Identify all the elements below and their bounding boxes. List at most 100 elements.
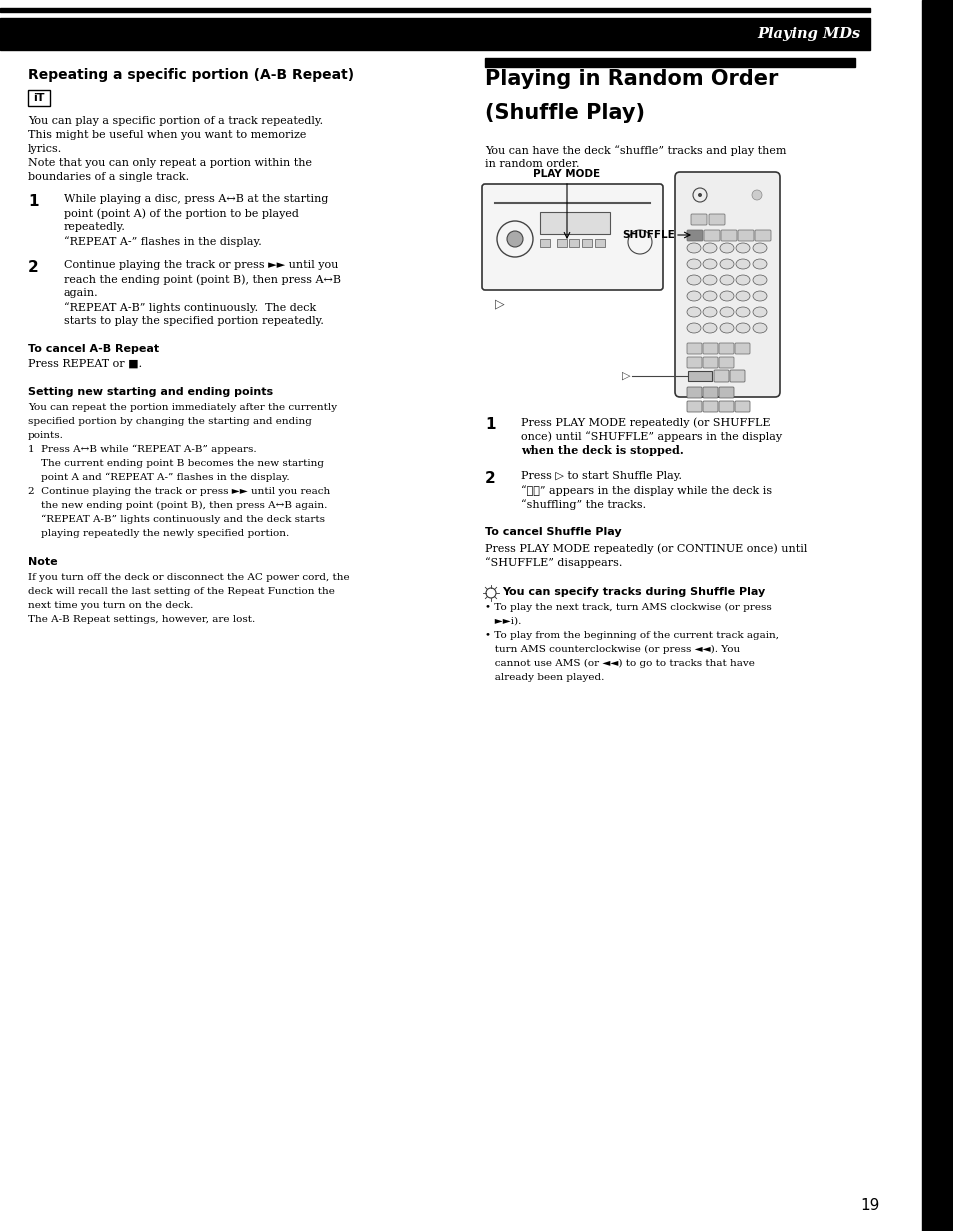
Text: The current ending point B becomes the new starting: The current ending point B becomes the n…: [28, 459, 324, 468]
Text: You can have the deck “shuffle” tracks and play them: You can have the deck “shuffle” tracks a…: [484, 145, 785, 156]
FancyBboxPatch shape: [28, 90, 50, 106]
Ellipse shape: [720, 291, 733, 302]
Text: ►►i).: ►►i).: [484, 617, 521, 627]
Ellipse shape: [702, 307, 717, 318]
FancyBboxPatch shape: [754, 230, 770, 241]
Ellipse shape: [702, 323, 717, 334]
Text: This might be useful when you want to memorize: This might be useful when you want to me…: [28, 130, 306, 140]
Text: Playing in Random Order: Playing in Random Order: [484, 69, 778, 89]
Text: If you turn off the deck or disconnect the AC power cord, the: If you turn off the deck or disconnect t…: [28, 572, 349, 582]
Ellipse shape: [752, 243, 766, 254]
Bar: [557, 239, 566, 247]
Bar: [595, 239, 604, 247]
Ellipse shape: [720, 275, 733, 286]
Bar: [539, 239, 550, 247]
Bar: [539, 212, 609, 234]
Text: Note that you can only repeat a portion within the: Note that you can only repeat a portion …: [28, 158, 312, 167]
Text: Continue playing the track or press ►► until you: Continue playing the track or press ►► u…: [64, 260, 338, 270]
Text: “SHUFFLE” disappears.: “SHUFFLE” disappears.: [484, 556, 621, 567]
Text: 2: 2: [484, 471, 496, 486]
Text: lyrics.: lyrics.: [28, 144, 62, 154]
Text: Note: Note: [28, 556, 57, 567]
Text: boundaries of a single track.: boundaries of a single track.: [28, 172, 189, 182]
FancyBboxPatch shape: [720, 230, 737, 241]
Ellipse shape: [686, 259, 700, 270]
FancyBboxPatch shape: [734, 343, 749, 355]
Ellipse shape: [735, 243, 749, 254]
FancyBboxPatch shape: [738, 230, 753, 241]
FancyBboxPatch shape: [719, 343, 733, 355]
Text: 1: 1: [484, 417, 495, 432]
FancyBboxPatch shape: [719, 401, 733, 412]
FancyBboxPatch shape: [702, 357, 718, 368]
Text: The A-B Repeat settings, however, are lost.: The A-B Repeat settings, however, are lo…: [28, 616, 255, 624]
Ellipse shape: [752, 323, 766, 334]
Text: specified portion by changing the starting and ending: specified portion by changing the starti…: [28, 417, 312, 426]
Text: playing repeatedly the newly specified portion.: playing repeatedly the newly specified p…: [28, 529, 289, 538]
Text: repeatedly.: repeatedly.: [64, 222, 126, 231]
Text: While playing a disc, press A↔B at the starting: While playing a disc, press A↔B at the s…: [64, 194, 328, 204]
Ellipse shape: [702, 243, 717, 254]
Bar: [581, 239, 592, 247]
Text: the new ending point (point B), then press A↔B again.: the new ending point (point B), then pre…: [28, 501, 327, 510]
Text: reach the ending point (point B), then press A↔B: reach the ending point (point B), then p…: [64, 275, 340, 284]
Text: Setting new starting and ending points: Setting new starting and ending points: [28, 387, 273, 398]
Text: 1  Press A↔B while “REPEAT A-B” appears.: 1 Press A↔B while “REPEAT A-B” appears.: [28, 444, 256, 454]
Text: Press REPEAT or ■.: Press REPEAT or ■.: [28, 359, 142, 369]
Bar: [0, 7, 869, 12]
Text: next time you turn on the deck.: next time you turn on the deck.: [28, 601, 193, 611]
Ellipse shape: [686, 307, 700, 318]
Ellipse shape: [735, 291, 749, 302]
FancyBboxPatch shape: [686, 401, 701, 412]
Bar: [921, 0, 953, 1231]
FancyBboxPatch shape: [686, 230, 702, 241]
FancyBboxPatch shape: [708, 214, 724, 225]
FancyBboxPatch shape: [703, 230, 720, 241]
Text: “REPEAT A-B” lights continuously.  The deck: “REPEAT A-B” lights continuously. The de…: [64, 302, 315, 313]
FancyBboxPatch shape: [702, 343, 718, 355]
Text: when the deck is stopped.: when the deck is stopped.: [520, 444, 683, 455]
Bar: [568, 239, 578, 247]
FancyBboxPatch shape: [702, 387, 718, 398]
Ellipse shape: [702, 259, 717, 270]
FancyBboxPatch shape: [734, 401, 749, 412]
Text: Playing MDs: Playing MDs: [756, 27, 859, 41]
Text: (Shuffle Play): (Shuffle Play): [484, 103, 644, 123]
Circle shape: [506, 231, 522, 247]
Text: cannot use AMS (or ◄◄) to go to tracks that have: cannot use AMS (or ◄◄) to go to tracks t…: [484, 659, 754, 668]
Bar: [0, 18, 869, 50]
FancyBboxPatch shape: [481, 183, 662, 291]
Text: “REPEAT A-” flashes in the display.: “REPEAT A-” flashes in the display.: [64, 236, 261, 246]
Text: “推》” appears in the display while the deck is: “推》” appears in the display while the de…: [520, 485, 771, 496]
Ellipse shape: [720, 323, 733, 334]
Text: Press PLAY MODE repeatedly (or CONTINUE once) until: Press PLAY MODE repeatedly (or CONTINUE …: [484, 543, 806, 554]
Text: point A and “REPEAT A-” flashes in the display.: point A and “REPEAT A-” flashes in the d…: [28, 473, 290, 483]
Text: SHUFFLE: SHUFFLE: [621, 230, 674, 240]
Text: iT: iT: [33, 94, 45, 103]
Ellipse shape: [686, 243, 700, 254]
Text: You can repeat the portion immediately after the currently: You can repeat the portion immediately a…: [28, 403, 336, 412]
Text: 2: 2: [28, 260, 39, 275]
Ellipse shape: [720, 243, 733, 254]
FancyBboxPatch shape: [690, 214, 706, 225]
Text: 1: 1: [28, 194, 38, 209]
Text: ▷: ▷: [621, 371, 630, 382]
Ellipse shape: [752, 307, 766, 318]
Ellipse shape: [686, 275, 700, 286]
Text: To cancel A-B Repeat: To cancel A-B Repeat: [28, 343, 159, 355]
Ellipse shape: [735, 275, 749, 286]
Text: point (point A) of the portion to be played: point (point A) of the portion to be pla…: [64, 208, 298, 219]
Text: points.: points.: [28, 431, 64, 439]
Ellipse shape: [735, 259, 749, 270]
Text: turn AMS counterclockwise (or press ◄◄). You: turn AMS counterclockwise (or press ◄◄).…: [484, 645, 740, 654]
Text: To cancel Shuffle Play: To cancel Shuffle Play: [484, 527, 621, 537]
FancyBboxPatch shape: [686, 357, 701, 368]
Ellipse shape: [720, 307, 733, 318]
FancyBboxPatch shape: [713, 371, 728, 382]
Text: 19: 19: [860, 1199, 879, 1214]
Ellipse shape: [720, 259, 733, 270]
Text: Repeating a specific portion (A-B Repeat): Repeating a specific portion (A-B Repeat…: [28, 68, 354, 82]
Ellipse shape: [752, 259, 766, 270]
FancyBboxPatch shape: [675, 172, 780, 398]
Text: deck will recall the last setting of the Repeat Function the: deck will recall the last setting of the…: [28, 587, 335, 596]
